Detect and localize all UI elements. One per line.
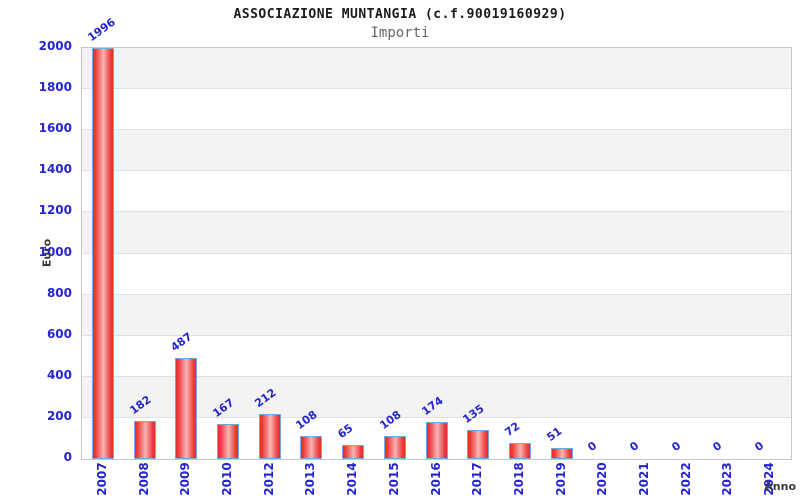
- bar-value-label: 0: [752, 438, 767, 454]
- x-tick-label: 2017: [470, 462, 485, 496]
- x-tick-label: 2009: [178, 462, 193, 496]
- plot-band: [82, 130, 791, 172]
- x-tick-label: 2007: [94, 462, 109, 496]
- bar-2007: [92, 48, 114, 459]
- plot-area: 1996 182 487 167 212 108 65 108 174 135 72 51 0 0 0 0 0: [81, 15, 792, 460]
- bar-2013: [300, 436, 322, 459]
- y-tick-label: 1600: [38, 121, 72, 136]
- x-tick-label: 2012: [261, 462, 276, 496]
- x-tick-label: 2010: [219, 462, 234, 496]
- gridline: [82, 375, 791, 377]
- x-tick-label: 2015: [386, 462, 401, 496]
- y-tick-label: 200: [46, 408, 72, 423]
- x-tick-label: 2021: [637, 462, 652, 496]
- y-axis-title: Euro: [40, 238, 54, 268]
- bar-2017: [467, 430, 489, 459]
- y-tick-label: 1200: [38, 203, 72, 218]
- bar-value-label: 0: [710, 438, 725, 454]
- bar-2010: [217, 424, 239, 459]
- plot-band: [82, 212, 791, 254]
- y-tick-label: 800: [46, 285, 72, 300]
- gridline: [82, 334, 791, 336]
- plot-band: [82, 294, 791, 336]
- plot-band: [82, 48, 791, 90]
- bar-2012: [259, 414, 281, 459]
- y-tick-label: 1000: [38, 244, 72, 259]
- bar-2009: [175, 358, 197, 459]
- bar-value-label: 0: [585, 438, 600, 454]
- chart-title: ASSOCIAZIONE MUNTANGIA (c.f.90019160929): [233, 7, 567, 22]
- y-tick-label: 600: [46, 326, 72, 341]
- gridline: [82, 170, 791, 172]
- x-tick-label: 2008: [136, 462, 151, 496]
- y-tick-label: 2000: [38, 39, 72, 53]
- y-tick-label: 400: [46, 367, 72, 382]
- bar-value-label: 0: [627, 438, 642, 454]
- gridline: [82, 293, 791, 295]
- chart-subtitle: Importi: [370, 25, 430, 41]
- x-tick-label: 2013: [303, 462, 318, 496]
- gridline: [82, 416, 791, 418]
- gridline: [82, 129, 791, 131]
- bar-2014: [342, 445, 364, 459]
- bar-2008: [134, 421, 156, 459]
- bar-value-label: 51: [544, 424, 565, 444]
- x-tick-label: 2022: [678, 462, 693, 496]
- y-tick-label: 1400: [38, 162, 72, 177]
- bar-value-label: 72: [502, 419, 523, 439]
- x-tick-label: 2016: [428, 462, 443, 496]
- x-tick-label: 2014: [345, 462, 360, 496]
- x-tick-label: 2019: [553, 462, 568, 496]
- bar-2016: [426, 422, 448, 459]
- x-axis-title: Anno: [764, 480, 796, 493]
- x-tick-label: 2020: [595, 462, 610, 496]
- x-tick-label: 2018: [511, 462, 526, 496]
- bar-value-label: 65: [335, 421, 356, 441]
- bar-value-label: 0: [669, 438, 684, 454]
- y-tick-label: 1800: [38, 80, 72, 95]
- bar-2018: [509, 443, 531, 459]
- x-tick-label: 2023: [720, 462, 735, 496]
- y-tick-label: 0: [63, 450, 72, 464]
- gridline: [82, 211, 791, 213]
- bar-2019: [551, 448, 573, 459]
- gridline: [82, 252, 791, 254]
- plot-band: [82, 376, 791, 418]
- gridline: [82, 88, 791, 90]
- bar-2015: [384, 436, 406, 459]
